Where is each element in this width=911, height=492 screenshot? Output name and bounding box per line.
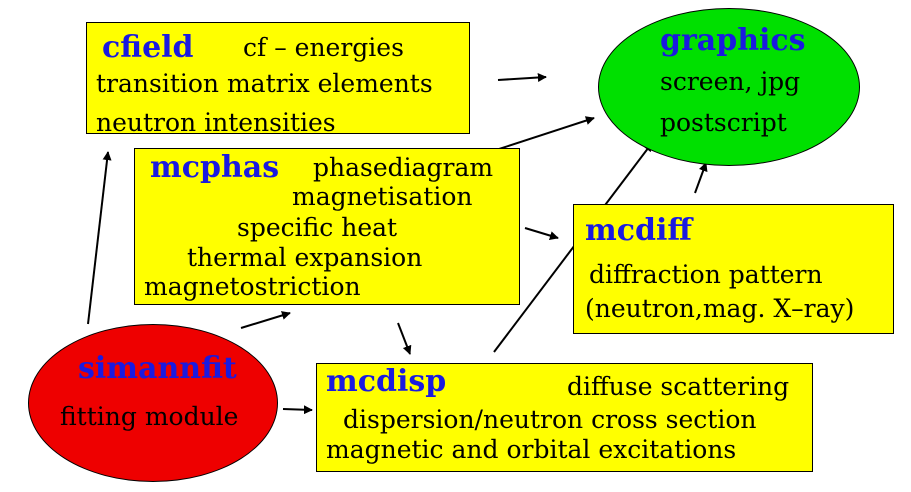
mcdisp-box [316,363,813,472]
mcphas-line-4: thermal expansion [187,243,423,272]
cfield-line-3: neutron intensities [96,108,336,137]
mcphas-line-3: specific heat [237,213,398,242]
mcdiff-line-1: diffraction pattern [589,260,823,289]
cfield-line-2: transition matrix elements [96,69,433,98]
mcdisp-line-2: dispersion/neutron cross section [343,405,757,434]
simannfit-title: simannfit [78,351,237,386]
mcdiff-box [573,204,894,334]
mcphas-line-1: phasediagram [313,153,494,182]
arrow-mcphas-to-mcdisp [397,322,412,355]
arrow-mcphas-to-graphics [495,116,595,151]
graphics-title: graphics [660,23,806,58]
mcphas-line-5: magnetostriction [144,272,361,301]
arrow-mcdiff-to-graphics [694,162,708,194]
simannfit-line-1: fitting module [60,402,239,431]
simannfit-ellipse [28,324,278,482]
arrow-simannfit-to-mcdisp [282,405,313,415]
arrow-mcphas-to-mcdiff [524,227,559,240]
mcphas-line-2: magnetisation [292,182,473,211]
graphics-ellipse [598,8,860,166]
cfield-box [86,22,470,134]
mcdiff-title: mcdiff [585,213,693,248]
mcdisp-title: mcdisp [326,364,447,399]
mcdisp-line-3: magnetic and orbital excitations [326,435,737,464]
arrow-simannfit-to-mcphas [240,311,291,329]
arrow-simannfit-to-cfield [87,151,112,325]
mcdisp-line-1: diffuse scattering [567,372,790,401]
cfield-title: cfield [102,30,194,65]
mcphas-box [134,148,520,305]
mcphas-title: mcphas [150,150,280,185]
graphics-line-1: screen, jpg [660,67,801,96]
graphics-line-2: postscript [660,108,787,137]
arrow-cfield-to-graphics [497,73,547,82]
cfield-line-1: cf – energies [243,33,404,62]
mcdiff-line-2: (neutron,mag. X–ray) [585,294,855,323]
